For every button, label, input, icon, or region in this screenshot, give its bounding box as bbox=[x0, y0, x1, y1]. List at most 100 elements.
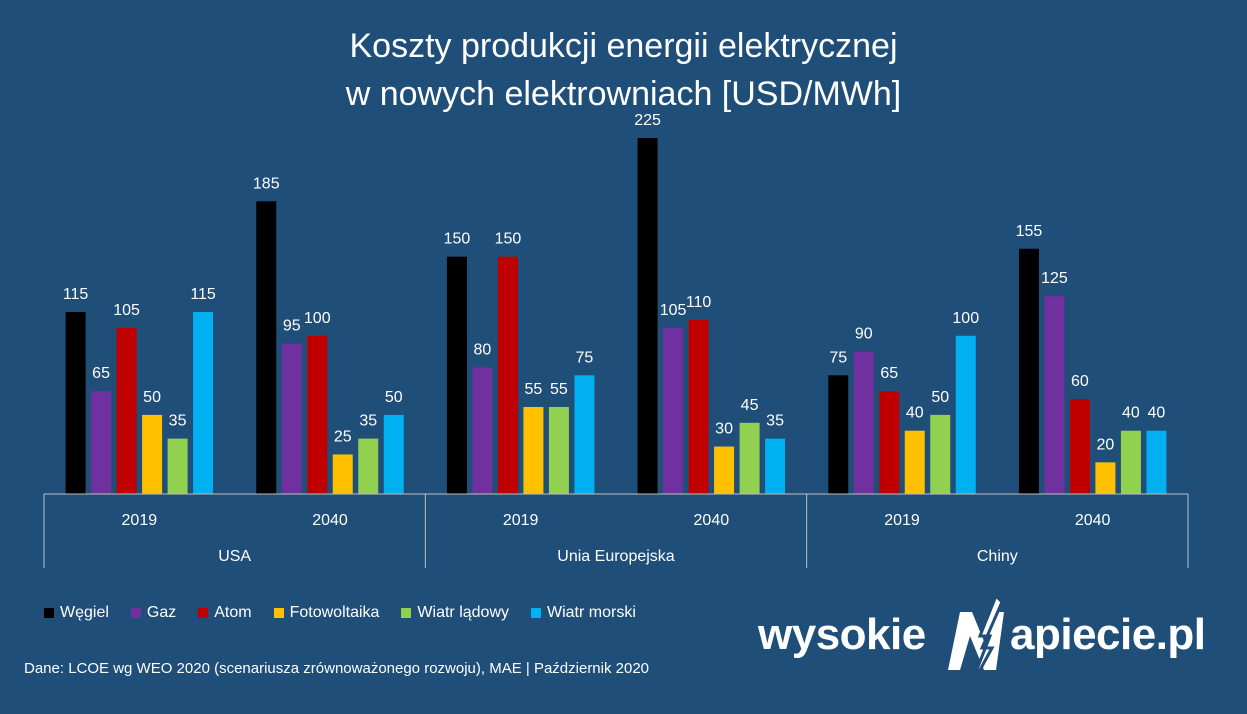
data-label: 40 bbox=[906, 405, 924, 422]
legend-label: Fotowoltaika bbox=[289, 604, 380, 621]
bar bbox=[307, 335, 328, 494]
legend-label: Wiatr lądowy bbox=[417, 604, 509, 621]
bar bbox=[548, 406, 569, 494]
x-tick-label: 2040 bbox=[1075, 512, 1111, 529]
bar bbox=[65, 312, 86, 494]
source-note: Dane: LCOE wg WEO 2020 (scenariusza zrów… bbox=[24, 660, 650, 677]
bar bbox=[688, 319, 709, 494]
data-label: 45 bbox=[741, 397, 759, 414]
region-label: Unia Europejska bbox=[557, 548, 675, 565]
data-label: 20 bbox=[1097, 436, 1115, 453]
data-label: 35 bbox=[359, 413, 377, 430]
legend-item: Wiatr morski bbox=[531, 604, 636, 622]
data-label: 225 bbox=[634, 112, 661, 129]
legend-label: Węgiel bbox=[60, 604, 109, 621]
bar bbox=[1018, 248, 1039, 494]
data-label: 40 bbox=[1122, 405, 1140, 422]
legend-swatch bbox=[531, 608, 541, 618]
legend-item: Węgiel bbox=[44, 604, 109, 622]
data-label: 100 bbox=[952, 310, 979, 327]
data-label: 35 bbox=[766, 413, 784, 430]
data-label: 75 bbox=[829, 349, 847, 366]
bar bbox=[193, 312, 214, 494]
bar bbox=[281, 343, 302, 494]
x-tick-label: 2019 bbox=[884, 512, 920, 529]
x-tick-label: 2019 bbox=[503, 512, 539, 529]
data-label: 90 bbox=[855, 326, 873, 343]
data-label: 105 bbox=[113, 302, 140, 319]
bar bbox=[739, 422, 760, 494]
data-label: 55 bbox=[525, 381, 543, 398]
legend-label: Wiatr morski bbox=[547, 604, 636, 621]
data-label: 65 bbox=[92, 365, 110, 382]
bar bbox=[142, 414, 163, 494]
data-label: 110 bbox=[686, 294, 712, 311]
x-tick-label: 2040 bbox=[694, 512, 730, 529]
legend-item: Atom bbox=[198, 604, 252, 622]
bar bbox=[663, 327, 684, 494]
legend-item: Wiatr lądowy bbox=[401, 604, 509, 622]
data-label: 30 bbox=[715, 421, 733, 438]
data-label: 60 bbox=[1071, 373, 1089, 390]
bar bbox=[91, 391, 112, 494]
data-label: 125 bbox=[1041, 270, 1068, 287]
bar bbox=[714, 446, 735, 494]
bar bbox=[497, 256, 518, 494]
bar bbox=[765, 438, 786, 494]
data-label: 50 bbox=[143, 389, 161, 406]
chart-title-line-1: Koszty produkcji energii elektrycznej bbox=[349, 27, 898, 65]
bar bbox=[1044, 296, 1065, 494]
bar bbox=[574, 375, 595, 494]
region-label: Chiny bbox=[977, 548, 1018, 565]
logo: wysokie apiecie.pl bbox=[758, 596, 1228, 696]
bar bbox=[523, 406, 544, 494]
data-label: 80 bbox=[474, 341, 492, 358]
data-label: 150 bbox=[495, 231, 522, 248]
bar bbox=[167, 438, 188, 494]
chart-title: Koszty produkcji energii elektrycznej w … bbox=[0, 22, 1247, 118]
bar bbox=[879, 391, 900, 494]
bar bbox=[446, 256, 467, 494]
legend-label: Gaz bbox=[146, 604, 177, 621]
logo-text-left: wysokie bbox=[758, 610, 926, 659]
bar bbox=[930, 414, 951, 494]
legend-swatch bbox=[44, 608, 54, 618]
bar bbox=[256, 201, 277, 495]
bar bbox=[828, 375, 849, 494]
data-label: 35 bbox=[169, 413, 187, 430]
data-label: 50 bbox=[931, 389, 949, 406]
region-label: USA bbox=[218, 548, 251, 565]
data-label: 65 bbox=[880, 365, 898, 382]
data-label: 95 bbox=[283, 318, 301, 335]
data-label: 115 bbox=[63, 286, 89, 303]
lightning-n-icon bbox=[948, 596, 1004, 692]
data-label: 115 bbox=[190, 286, 216, 303]
logo-text-right: apiecie.pl bbox=[1010, 610, 1206, 659]
legend-item: Fotowoltaika bbox=[273, 604, 380, 622]
data-label: 25 bbox=[334, 428, 352, 445]
bar bbox=[637, 138, 658, 494]
bar bbox=[472, 367, 493, 494]
data-label: 155 bbox=[1016, 223, 1043, 240]
data-label: 75 bbox=[576, 349, 594, 366]
legend-swatch bbox=[198, 608, 209, 618]
x-tick-label: 2040 bbox=[312, 512, 348, 529]
bar bbox=[1146, 430, 1167, 494]
data-label: 100 bbox=[304, 310, 331, 327]
legend-item: Gaz bbox=[130, 604, 177, 622]
bar bbox=[332, 454, 353, 494]
x-tick-label: 2019 bbox=[122, 512, 158, 529]
bar bbox=[383, 414, 404, 494]
bar bbox=[955, 335, 976, 494]
chart-title-line-2: w nowych elektrowniach [USD/MWh] bbox=[345, 75, 902, 113]
bar bbox=[1095, 462, 1116, 494]
bar bbox=[853, 351, 874, 494]
legend-swatch bbox=[130, 608, 141, 618]
data-label: 105 bbox=[660, 302, 687, 319]
bar bbox=[358, 438, 379, 494]
bar bbox=[1120, 430, 1141, 494]
bar bbox=[1069, 399, 1090, 494]
data-label: 150 bbox=[444, 231, 471, 248]
bar bbox=[116, 327, 137, 494]
